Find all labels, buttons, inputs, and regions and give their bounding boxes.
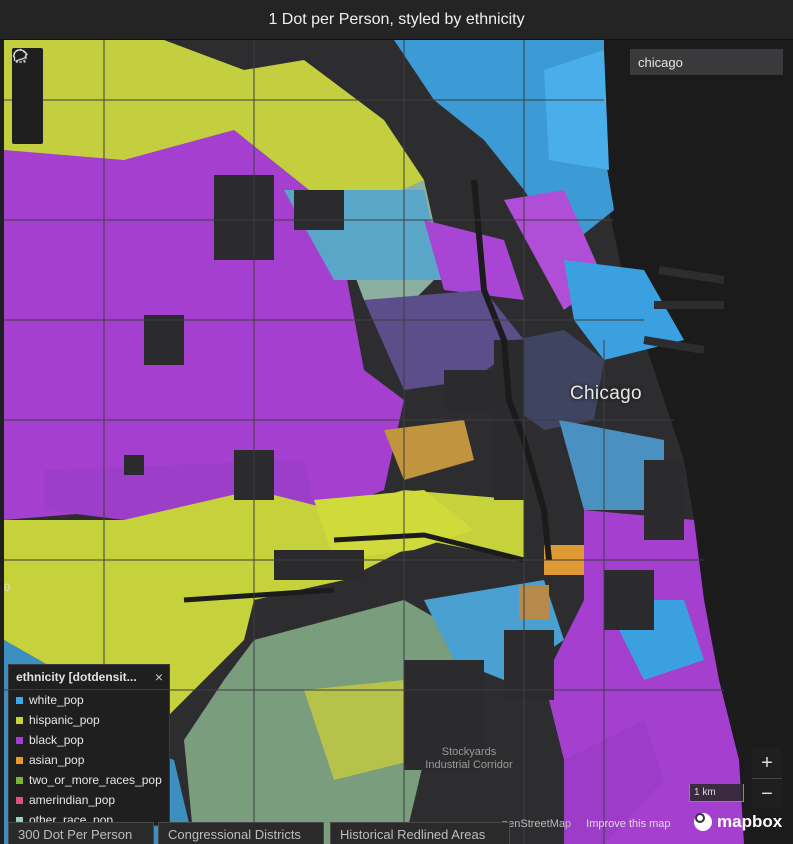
tab-historical-redlined-areas[interactable]: Historical Redlined Areas bbox=[330, 822, 510, 844]
mapbox-logo[interactable]: mapbox bbox=[694, 812, 782, 832]
layer-tabs: 300 Dot Per Person Congressional Distric… bbox=[0, 822, 793, 844]
zoom-out-button[interactable]: − bbox=[752, 778, 782, 809]
legend-label: two_or_more_races_pop bbox=[29, 773, 162, 787]
legend-swatch bbox=[16, 756, 23, 764]
lake-michigan bbox=[604, 40, 793, 844]
search-input[interactable] bbox=[630, 49, 783, 75]
mapbox-icon bbox=[694, 813, 712, 831]
legend-swatch bbox=[16, 716, 23, 724]
close-icon[interactable]: × bbox=[154, 669, 163, 685]
zoom-control: + − bbox=[752, 748, 782, 808]
title-bar: 1 Dot per Person, styled by ethnicity bbox=[0, 0, 793, 40]
place-label-line-1: Stockyards bbox=[441, 746, 497, 758]
place-label: Stockyards Industrial Corridor bbox=[414, 746, 524, 772]
legend-header: ethnicity [dotdensit... × bbox=[9, 665, 169, 690]
lasso-select-icon[interactable] bbox=[13, 49, 39, 139]
legend-item-asian: asian_pop bbox=[9, 750, 169, 770]
legend-swatch bbox=[16, 736, 23, 744]
window-title: 1 Dot per Person, styled by ethnicity bbox=[268, 10, 525, 28]
scale-bar: 1 km bbox=[689, 784, 744, 802]
tab-300-dot-per-person[interactable]: 300 Dot Per Person bbox=[8, 822, 154, 844]
legend-item-black: black_pop bbox=[9, 730, 169, 750]
legend-item-amerindian: amerindian_pop bbox=[9, 790, 169, 810]
mapbox-logo-text: mapbox bbox=[717, 812, 783, 831]
street-grid bbox=[4, 40, 724, 844]
legend-item-hispanic: hispanic_pop bbox=[9, 710, 169, 730]
legend-swatch bbox=[16, 776, 23, 784]
chicago-river bbox=[471, 179, 552, 561]
legend-item-two-or-more: two_or_more_races_pop bbox=[9, 770, 169, 790]
place-label-line-2: Industrial Corridor bbox=[425, 759, 513, 771]
edge-label: 0 bbox=[4, 582, 11, 594]
zoom-in-button[interactable]: + bbox=[761, 751, 773, 774]
legend-title: ethnicity [dotdensit... bbox=[16, 670, 137, 684]
legend-label: asian_pop bbox=[29, 753, 85, 767]
attribution-text[interactable]: penStreetMap bbox=[502, 818, 572, 830]
legend-swatch bbox=[16, 816, 23, 824]
improve-map-link[interactable]: Improve this map bbox=[586, 818, 671, 830]
legend-panel: ethnicity [dotdensit... × white_pop hisp… bbox=[8, 664, 170, 826]
tab-congressional-districts[interactable]: Congressional Districts bbox=[158, 822, 324, 844]
selection-toolbar bbox=[12, 48, 43, 144]
shoreline-structures bbox=[643, 266, 725, 354]
legend-item-white: white_pop bbox=[9, 690, 169, 710]
legend-label: black_pop bbox=[29, 733, 84, 747]
legend-label: hispanic_pop bbox=[29, 713, 100, 727]
region-black-south bbox=[544, 510, 744, 844]
sanitary-canal bbox=[183, 532, 525, 603]
attribution: penStreetMap Improve this map bbox=[502, 818, 671, 830]
dot-density-map[interactable] bbox=[4, 40, 793, 844]
city-label: Chicago bbox=[570, 383, 642, 404]
legend-label: amerindian_pop bbox=[29, 793, 116, 807]
legend-swatch bbox=[16, 696, 23, 704]
legend-swatch bbox=[16, 796, 23, 804]
legend-label: white_pop bbox=[29, 693, 84, 707]
map-canvas[interactable]: Chicago Stockyards Industrial Corridor 0… bbox=[4, 40, 793, 844]
polygon-select-icon[interactable] bbox=[12, 48, 39, 107]
